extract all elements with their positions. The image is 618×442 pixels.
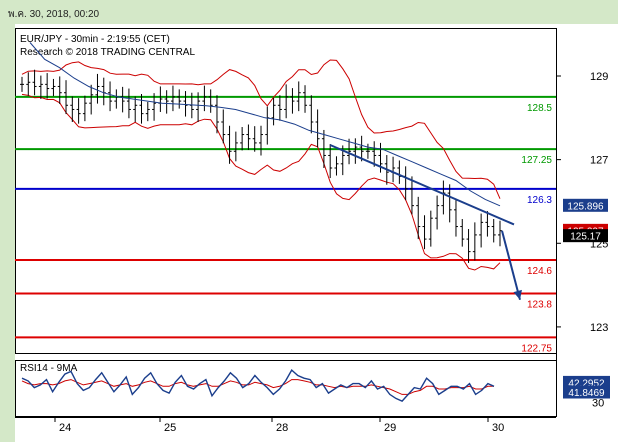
level-label: 127.25 [521, 155, 552, 166]
trend-line [329, 144, 515, 226]
top-bar: พ.ค. 30, 2018, 00:20 [0, 0, 618, 24]
ma-layer [29, 42, 501, 207]
rsi-tag-bg [563, 385, 610, 399]
price-tag-bg [563, 229, 608, 243]
bollinger-lower [21, 93, 501, 271]
chart-title: EUR/JPY - 30min - 2:19:55 (CET) [20, 34, 170, 45]
rsi-title: RSI14 - 9MA [20, 363, 78, 374]
level-label: 124.6 [527, 266, 552, 277]
level-label: 123.8 [527, 299, 552, 310]
y-tick-label: 127 [590, 155, 608, 167]
bollinger-upper [21, 59, 501, 199]
x-tick-label: 28 [276, 422, 288, 434]
price-tag-bg [563, 198, 608, 212]
rsi-tag-label: 42.2952 [568, 378, 605, 389]
level-label: 126.3 [527, 195, 552, 206]
chart-frame [15, 24, 618, 442]
forecast-arrow-shaft [501, 230, 521, 300]
x-tick-label: 29 [384, 422, 396, 434]
main-plot-border [15, 28, 557, 354]
trendline-layer [329, 144, 522, 300]
price-tag-label: 125.896 [567, 201, 604, 212]
ohlc-layer [20, 69, 502, 263]
y-tick-label: 123 [590, 322, 608, 334]
timestamp: พ.ค. 30, 2018, 00:20 [8, 9, 100, 20]
rsi-tag-label: 41.8469 [568, 388, 605, 399]
forecast-arrow-head [513, 289, 522, 300]
x-tick-label: 30 [492, 422, 504, 434]
bands-layer [21, 59, 501, 271]
y-tick-label: 129 [590, 71, 608, 83]
levels-layer: 128.5 127.25 126.3 124.6 123.8 122.75 [15, 95, 556, 354]
chart-subtitle: Research © 2018 TRADING CENTRAL [20, 47, 195, 58]
x-tick-label: 24 [59, 422, 71, 434]
rsi-y-tick-label: 30 [592, 398, 604, 410]
x-tick-label: 25 [164, 422, 176, 434]
moving-average-line [29, 42, 501, 207]
x-axis-ticks: 24 25 28 29 30 [54, 417, 504, 434]
level-label: 122.75 [521, 343, 552, 354]
price-tag-label: 125.17 [570, 232, 601, 243]
level-label: 128.5 [527, 103, 552, 114]
rsi-line [21, 369, 495, 402]
rsi-ma-line [21, 379, 494, 395]
